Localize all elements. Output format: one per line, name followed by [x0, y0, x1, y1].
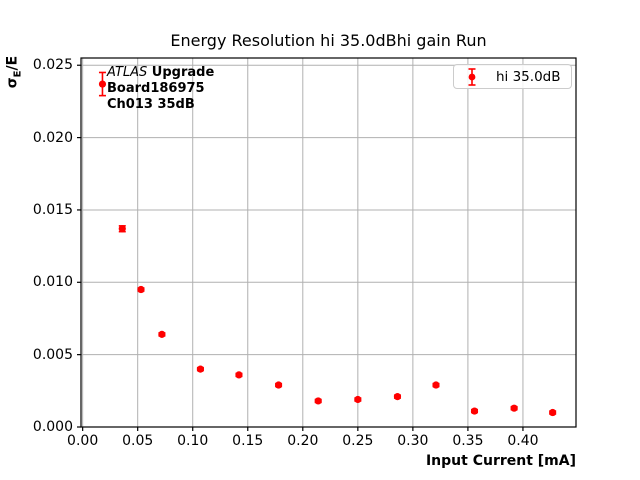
y-tick-label: 0.020	[32, 129, 73, 146]
annotation-line2: Board186975	[107, 81, 205, 96]
x-tick-label: 0.05	[122, 433, 154, 449]
x-tick-label: 0.15	[232, 433, 264, 449]
data-point	[274, 381, 283, 389]
x-tick-label: 0.20	[287, 433, 319, 449]
x-tick-label: 0.25	[342, 433, 374, 449]
y-tick-label: 0.015	[32, 201, 73, 218]
data-point	[354, 395, 362, 404]
data-point	[510, 404, 518, 412]
x-axis-label: Input Current [mA]	[425, 453, 576, 469]
legend-errorbar-icon	[468, 67, 476, 86]
x-tick-label: 0.35	[452, 433, 484, 449]
data-point	[432, 381, 440, 389]
axes-spines	[80, 57, 577, 428]
data-point	[158, 330, 166, 338]
annotation-line3: Ch013 35dB	[107, 97, 195, 112]
data-point	[137, 285, 145, 294]
x-tick-label: 0.30	[397, 433, 429, 449]
data-point	[98, 80, 107, 88]
annotation-line1: ATLAS Upgrade	[107, 65, 214, 81]
data-point	[196, 365, 205, 373]
data-point	[393, 393, 402, 401]
x-tick-label: 0.10	[177, 433, 209, 449]
annotation-upgrade: Upgrade	[147, 65, 215, 80]
x-tick-label: 0.40	[507, 433, 539, 449]
data-point	[470, 407, 479, 415]
legend-label: hi 35.0dB	[496, 68, 561, 85]
annotation-atlas: ATLAS	[107, 65, 148, 80]
data-point	[118, 225, 126, 233]
annotation: ATLAS Upgrade Board186975 Ch013 35dB	[107, 65, 214, 113]
y-tick-label: 0.010	[32, 274, 73, 291]
ylabel-sigma: σ	[4, 77, 21, 89]
data-point	[314, 397, 322, 405]
y-tick-label: 0.025	[32, 57, 73, 74]
x-tick-label: 0.00	[67, 433, 99, 449]
data-point	[549, 408, 557, 417]
data-point	[235, 371, 243, 379]
y-tick-label: 0.005	[32, 346, 73, 363]
legend: hi 35.0dB	[453, 64, 572, 89]
chart-title: Energy Resolution hi 35.0dBhi gain Run	[170, 31, 487, 50]
y-tick-label: 0.000	[32, 419, 73, 435]
